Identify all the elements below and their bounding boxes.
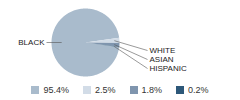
svg-text:HISPANIC: HISPANIC [150,64,187,73]
html-text:95.4%: 95.4% [43,85,69,95]
html-text:2.5%: 2.5% [95,85,116,95]
html-text:1.8%: 1.8% [141,85,162,95]
svg-text:WHITE: WHITE [150,46,176,55]
svg-text:ASIAN: ASIAN [150,55,174,64]
svg-text:BLACK: BLACK [18,38,45,47]
html-text:0.2%: 0.2% [188,85,209,95]
